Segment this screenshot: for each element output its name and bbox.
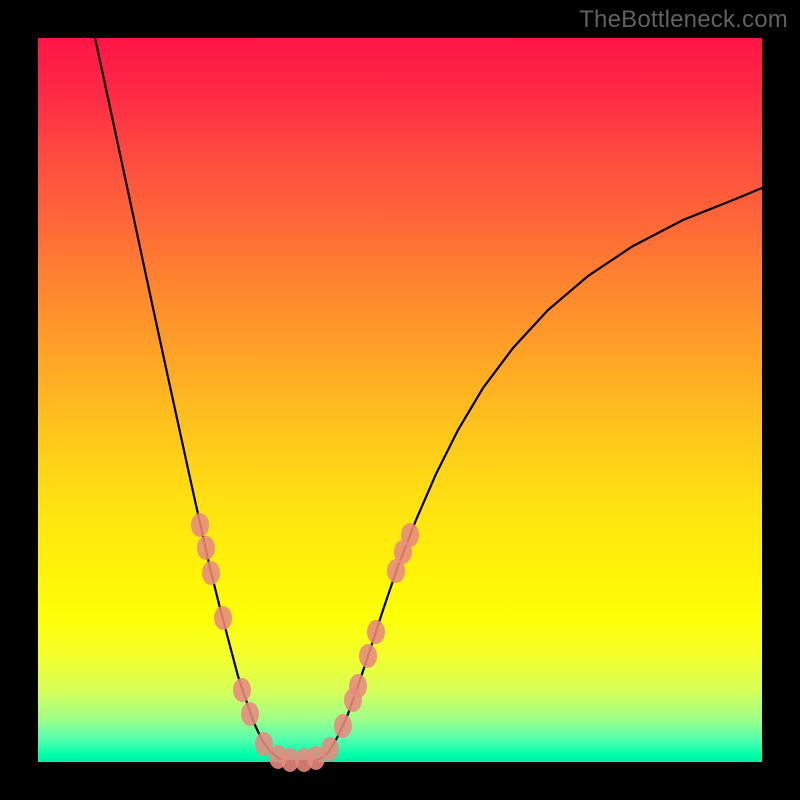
- dots-group: [191, 513, 419, 772]
- curve-left: [95, 38, 286, 761]
- data-dot: [349, 674, 367, 698]
- data-dot: [359, 644, 377, 668]
- chart-plot-area: [38, 38, 762, 762]
- data-dot: [197, 536, 215, 560]
- data-dot: [334, 714, 352, 738]
- data-dot: [214, 606, 232, 630]
- chart-curves-layer: [38, 38, 762, 762]
- data-dot: [321, 737, 339, 761]
- watermark-text: TheBottleneck.com: [579, 6, 788, 34]
- data-dot: [191, 513, 209, 537]
- data-dot: [202, 561, 220, 585]
- curve-right: [314, 188, 762, 761]
- data-dot: [367, 620, 385, 644]
- data-dot: [401, 523, 419, 547]
- data-dot: [241, 702, 259, 726]
- data-dot: [233, 678, 251, 702]
